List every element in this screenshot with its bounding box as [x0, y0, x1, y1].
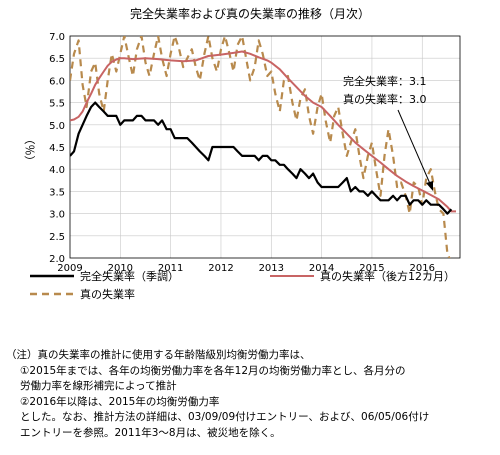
y-tick-label: 5.0	[49, 121, 65, 132]
x-tick-label: 2013	[259, 263, 284, 274]
series-lines	[70, 36, 456, 258]
annotation: 完全失業率：3.1 真の失業率：3.0	[343, 74, 433, 191]
note-item-2-cont: とした。なお、推計方法の詳細は、03/09/09付けエントリー、および、06/0…	[20, 411, 430, 423]
y-tick-label: 2.5	[49, 232, 65, 243]
note-heading: （注）真の失業率の推計に使用する年齢階級別均衡労働力率は、	[6, 349, 311, 361]
series-line-true-12m	[70, 50, 456, 213]
legend-label-true-12m: 真の失業率（後方12カ月）	[320, 269, 455, 283]
x-tick-label: 2009	[57, 263, 82, 274]
series-line-true	[70, 36, 451, 258]
y-axis-ticks: 2.0 2.5 3.0 3.5 4.0 4.5 5.0 5.5 6.0 6.5 7.0	[49, 32, 65, 265]
x-tick-label: 2012	[208, 263, 233, 274]
legend-label-unemployment: 完全失業率（季調）	[80, 269, 179, 283]
annotation-true-unemployment: 真の失業率：3.0	[343, 92, 427, 106]
y-tick-label: 3.0	[49, 210, 65, 221]
x-tick-label: 2016	[410, 263, 435, 274]
x-tick-label: 2011	[158, 263, 183, 274]
y-tick-label: 5.5	[49, 99, 65, 110]
footnote: （注）真の失業率の推計に使用する年齢階級別均衡労働力率は、 ①2015年までは、…	[6, 348, 496, 441]
note-item-1: ①2015年までは、各年の均衡労働力率を各年12月の均衡労働力率とし、各月分の	[20, 364, 406, 377]
note-item-2-cont2: エントリーを参照。2011年3～8月は、被災地を除く。	[20, 426, 281, 439]
y-tick-label: 2.0	[49, 254, 65, 265]
series-line-unemployment	[70, 101, 453, 215]
x-tick-label: 2014	[309, 263, 334, 274]
y-tick-label: 6.5	[49, 54, 65, 65]
x-tick-label: 2010	[108, 263, 133, 274]
plot-frame	[69, 35, 461, 259]
chart-title: 完全失業率および真の失業率の推移（月次）	[130, 6, 370, 21]
x-tick-label: 2015	[359, 263, 384, 274]
y-tick-label: 3.5	[49, 187, 65, 198]
y-tick-label: 7.0	[49, 32, 65, 43]
y-tick-label: 4.5	[49, 143, 65, 154]
annotation-unemployment: 完全失業率：3.1	[343, 74, 427, 88]
y-axis-label: （％）	[23, 134, 36, 167]
annotation-arrowhead	[426, 181, 433, 191]
note-item-2: ②2016年以降は、2015年の均衡労働力率	[20, 395, 220, 408]
unemployment-chart: 完全失業率および真の失業率の推移（月次） 2.0 2.5 3.0 3.5 4.0 4.5 5…	[23, 6, 461, 300]
note-item-1-cont: 労働力率を線形補完によって推計	[20, 380, 177, 392]
y-tick-label: 6.0	[49, 76, 65, 87]
y-tick-label: 4.0	[49, 165, 65, 176]
grid-lines	[70, 36, 460, 258]
x-axis-ticks: 2009 2010 2011 2012 2013 2014 2015 2016	[57, 263, 435, 274]
annotation-arrow	[397, 109, 432, 187]
legend: 完全失業率（季調） 真の失業率（後方12カ月） 真の失業率	[30, 269, 455, 300]
legend-label-true: 真の失業率	[80, 287, 135, 300]
